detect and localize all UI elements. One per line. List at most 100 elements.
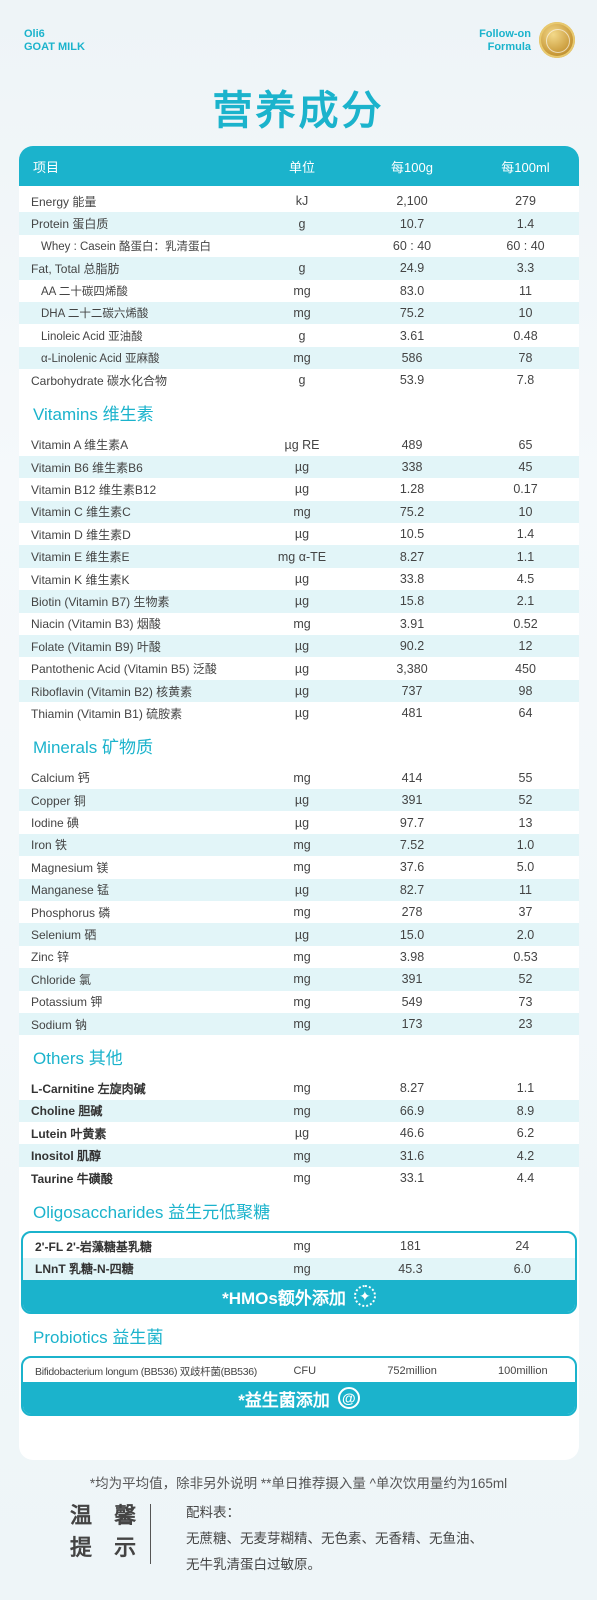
unit-cell: g	[298, 216, 306, 231]
table-row: Magnesium 镁 mg 37.6 5.0	[19, 856, 579, 878]
nutrient-name: Folate (Vitamin B9) 叶酸	[31, 639, 161, 654]
table-row: Vitamin A 维生素A µg RE 489 65	[19, 434, 579, 456]
per100g-cell: 33.1	[399, 1171, 425, 1186]
per100ml-cell: 8.9	[516, 1103, 535, 1118]
table-row: Protein 蛋白质 g 10.7 1.4	[19, 212, 579, 235]
per100g-cell: 7.52	[399, 837, 425, 852]
ingredients-line1: 无蔗糖、无麦芽糊精、无色素、无香精、无鱼油、	[186, 1531, 483, 1546]
table-row: Bifidobacterium longum (BB536) 双歧杆菌(BB53…	[23, 1360, 575, 1382]
unit-cell: mg	[293, 1148, 311, 1163]
per100ml-cell: 0.48	[513, 328, 538, 343]
table-row: Selenium 硒 µg 15.0 2.0	[19, 923, 579, 946]
unit-cell: g	[298, 373, 306, 388]
table-row: Energy 能量 kJ 2,100 279	[19, 190, 579, 212]
others-list: L-Carnitine 左旋肉碱 mg 8.27 1.1 Choline 胆碱 mg 66.…	[19, 1077, 579, 1189]
probiotics-list: Bifidobacterium longum (BB536) 双歧杆菌(BB53…	[23, 1358, 575, 1382]
unit-cell: µg	[294, 815, 310, 830]
brand-logo: Oli6 GOAT MILK	[24, 28, 85, 54]
per100ml-cell: 73	[518, 994, 533, 1009]
table-row: Vitamin K 维生素K µg 33.8 4.5	[19, 568, 579, 590]
section-title-oligosaccharides: Oligosaccharides 益生元低聚糖	[33, 1202, 271, 1222]
table-row: Niacin (Vitamin B3) 烟酸 mg 3.91 0.52	[19, 613, 579, 635]
nutrient-name: Bifidobacterium longum (BB536) 双歧杆菌(BB53…	[35, 1365, 257, 1378]
unit-cell: kJ	[295, 194, 309, 209]
nutrient-name: Vitamin A 维生素A	[31, 438, 129, 453]
table-row: Chloride 氯 mg 391 52	[19, 968, 579, 991]
per100ml-cell: 279	[515, 194, 536, 209]
table-row: Choline 胆碱 mg 66.9 8.9	[19, 1099, 579, 1123]
table-row: Zinc 锌 mg 3.98 0.53	[19, 946, 579, 968]
per100ml-cell: 6.0	[513, 1261, 531, 1276]
per100ml-cell: 45	[518, 460, 533, 475]
unit-cell: mg	[293, 1171, 311, 1186]
table-row: Phosphorus 磷 mg 278 37	[19, 901, 579, 923]
nutrient-name: Selenium 硒	[31, 928, 97, 943]
nutrient-name: Iodine 碘	[31, 816, 80, 831]
table-row: Vitamin C 维生素C mg 75.2 10	[19, 500, 579, 524]
per100g-cell: 82.7	[399, 882, 425, 897]
per100g-cell: 181	[400, 1239, 421, 1254]
unit-cell: µg	[294, 639, 310, 654]
table-row: Calcium 钙 mg 414 55	[19, 767, 579, 789]
unit-cell: mg	[293, 1017, 311, 1032]
unit-cell: mg	[293, 350, 311, 365]
nutrient-name: Energy 能量	[31, 194, 97, 209]
table-row: Whey : Casein 酪蛋白：乳清蛋白 60 : 40 60 : 40	[19, 235, 579, 257]
per100ml-cell: 10	[518, 306, 533, 321]
tips-divider	[150, 1504, 151, 1564]
per100g-cell: 737	[401, 684, 423, 698]
hmo-banner: *HMOs额外添加 ✦	[23, 1280, 575, 1313]
nutrient-name: Iron 铁	[31, 838, 68, 853]
nutrient-name: Lutein 叶黄素	[31, 1126, 107, 1141]
per100ml-cell: 4.2	[516, 1148, 535, 1163]
per100ml-cell: 0.52	[513, 616, 538, 631]
per100ml-cell: 0.17	[513, 482, 538, 497]
unit-cell: µg	[294, 882, 310, 897]
per100g-cell: 1.28	[399, 482, 425, 497]
table-row: Riboflavin (Vitamin B2) 核黄素 µg 737 98	[19, 679, 579, 703]
per100ml-cell: 52	[518, 972, 533, 987]
per100g-cell: 75.2	[399, 504, 425, 519]
per100ml-cell: 98	[518, 684, 533, 698]
unit-cell: mg	[293, 1239, 311, 1254]
per100g-cell: 586	[401, 350, 423, 365]
table-row: Lutein 叶黄素 µg 46.6 6.2	[19, 1122, 579, 1144]
nutrient-name: Vitamin K 维生素K	[31, 572, 130, 587]
hmo-box: 2'-FL 2'-岩藻糖基乳糖 mg 181 24 LNnT 乳糖-N-四糖 mg 45.3…	[21, 1231, 577, 1315]
brand-subtitle: GOAT MILK	[24, 41, 85, 53]
per100ml-cell: 1.1	[516, 1081, 535, 1096]
unit-cell: mg	[293, 283, 311, 298]
per100g-cell: 33.8	[399, 572, 425, 587]
table-row: AA 二十碳四烯酸 mg 83.0 11	[19, 280, 579, 302]
table-row: LNnT 乳糖-N-四糖 mg 45.3 6.0	[23, 1257, 575, 1281]
section-title-others: Others 其他	[33, 1048, 123, 1068]
nutrient-name: 2'-FL 2'-岩藻糖基乳糖	[35, 1239, 152, 1254]
per100g-cell: 3.91	[399, 616, 425, 631]
per100ml-cell: 2.0	[516, 927, 535, 942]
per100g-cell: 752million	[387, 1365, 437, 1378]
nutrient-name: Niacin (Vitamin B3) 烟酸	[31, 617, 161, 632]
per100ml-cell: 5.0	[516, 860, 535, 875]
table-row: Manganese 锰 µg 82.7 11	[19, 878, 579, 901]
nutrient-name: Protein 蛋白质	[31, 217, 109, 232]
per100g-cell: 46.6	[399, 1126, 425, 1141]
nutrient-name: Inositol 肌醇	[31, 1149, 101, 1164]
per100ml-cell: 37	[518, 905, 533, 920]
nutrient-name: Sodium 钠	[31, 1017, 88, 1032]
unit-cell: mg	[293, 306, 311, 321]
unit-cell: mg	[293, 972, 311, 987]
per100ml-cell: 1.1	[516, 549, 535, 564]
table-header: 项目 单位 每100g 每100ml	[19, 146, 579, 186]
per100ml-cell: 100million	[498, 1365, 548, 1378]
nutrient-name: Chloride 氯	[31, 972, 92, 987]
ingredients-label: 配料表：	[186, 1505, 240, 1520]
swirl-icon: @	[337, 1387, 360, 1410]
header-unit: 单位	[288, 159, 315, 175]
minerals-list: Calcium 钙 mg 414 55 Copper 铜 µg 391 52 Iodine 碘 µ…	[19, 767, 579, 1036]
nutrient-name: Zinc 锌	[31, 950, 70, 965]
warm-tips-label: 温 馨 提 示	[70, 1500, 150, 1568]
unit-cell: mg	[293, 994, 311, 1009]
per100g-cell: 75.2	[399, 306, 425, 321]
probiotic-box: Bifidobacterium longum (BB536) 双歧杆菌(BB53…	[21, 1356, 577, 1417]
unit-cell: g	[298, 328, 306, 343]
